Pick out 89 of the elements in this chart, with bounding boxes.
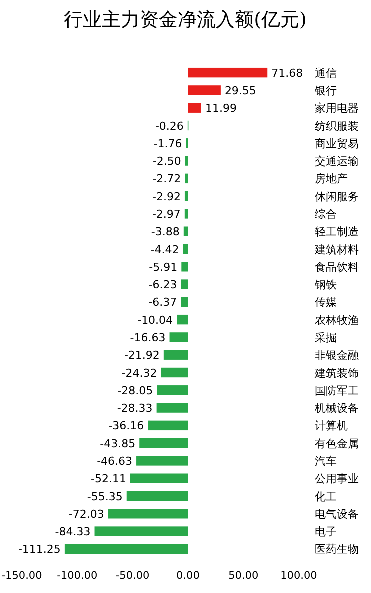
y-tick-label: 采掘: [315, 331, 337, 344]
bar: [188, 86, 221, 96]
x-tick-label: -50.00: [116, 570, 150, 582]
y-tick-label: 医药生物: [315, 543, 359, 556]
y-tick-label: 传媒: [315, 296, 337, 310]
data-label: -4.42: [150, 243, 180, 256]
bar: [140, 438, 188, 448]
bar: [126, 491, 188, 502]
y-tick-label: 电气设备: [315, 508, 359, 521]
bar: [156, 403, 188, 413]
bar: [184, 226, 188, 236]
y-tick-label: 电子: [315, 526, 337, 539]
data-label: -111.25: [18, 543, 61, 556]
y-tick-label: 商业贸易: [315, 137, 359, 150]
bar: [184, 191, 188, 202]
y-tick-label: 非银金融: [315, 349, 359, 362]
y-tick-label: 钢铁: [314, 278, 337, 292]
bar: [185, 174, 188, 184]
bar: [188, 68, 268, 78]
data-label: -0.26: [155, 120, 184, 133]
bar: [164, 350, 188, 360]
bar: [177, 314, 188, 325]
bar: [130, 474, 188, 484]
y-tick-label: 综合: [315, 208, 337, 221]
bar: [64, 544, 188, 554]
y-tick-label: 轻工制造: [315, 226, 359, 239]
bar: [108, 509, 188, 519]
data-label: -10.04: [138, 314, 174, 327]
data-label: -2.92: [152, 190, 181, 204]
x-tick-label: 50.00: [228, 570, 259, 582]
data-label: 71.68: [272, 66, 304, 80]
y-tick-label: 建筑材料: [314, 243, 359, 256]
data-label: -3.88: [151, 226, 180, 239]
data-label: 11.99: [205, 102, 237, 116]
data-label: -43.85: [100, 437, 136, 450]
x-tick-label: 0.00: [176, 570, 200, 582]
data-label: -16.63: [130, 331, 166, 344]
data-label: -28.33: [117, 402, 153, 416]
data-label: -5.91: [149, 260, 178, 274]
y-tick-label: 国防军工: [315, 384, 359, 398]
y-tick-label: 食品饮料: [315, 260, 359, 274]
y-tick-label: 机械设备: [315, 402, 359, 416]
y-tick-label: 纺织服装: [315, 120, 359, 133]
data-label: -84.33: [55, 526, 91, 539]
data-label: -72.03: [68, 508, 104, 521]
data-label: -36.16: [108, 420, 144, 433]
y-tick-label: 银行: [314, 84, 337, 98]
data-label: -6.37: [148, 296, 178, 310]
data-label: -1.76: [154, 137, 182, 150]
y-tick-label: 交通运输: [315, 155, 359, 168]
y-tick-label: 化工: [315, 490, 337, 504]
bar: [136, 456, 188, 466]
data-label: -2.72: [152, 172, 182, 186]
bar: [185, 156, 188, 166]
y-tick-label: 休闲服务: [315, 190, 359, 204]
y-tick-label: 建筑装饰: [314, 366, 359, 380]
bar: [182, 262, 188, 272]
y-tick-label: 计算机: [315, 420, 348, 433]
y-tick-label: 房地产: [315, 172, 348, 186]
bar: [161, 368, 188, 378]
data-label: -24.32: [122, 366, 158, 380]
data-label: -2.97: [152, 208, 181, 221]
x-tick-label: -150.00: [2, 570, 42, 582]
y-tick-label: 汽车: [315, 454, 337, 468]
y-tick-label: 家用电器: [315, 102, 359, 116]
data-label: -21.92: [124, 349, 160, 362]
data-label: -46.63: [97, 454, 133, 468]
data-label: -28.05: [118, 384, 154, 398]
y-tick-label: 通信: [315, 66, 337, 80]
data-label: -55.35: [87, 490, 123, 504]
bar: [170, 332, 188, 342]
data-label: 29.55: [224, 84, 256, 98]
chart-title: 行业主力资金净流入额(亿元): [64, 9, 307, 31]
x-tick-label: 100.00: [280, 570, 318, 582]
bar: [181, 280, 188, 290]
bar: [188, 103, 202, 113]
data-label: -52.11: [90, 472, 126, 486]
x-tick-label: -100.00: [57, 570, 98, 582]
data-label: -2.50: [152, 155, 182, 168]
bar: [181, 297, 188, 308]
data-label: -6.23: [148, 278, 178, 292]
bar: [148, 420, 188, 431]
y-tick-label: 农林牧渔: [315, 314, 359, 327]
y-tick-label: 公用事业: [315, 472, 359, 486]
bar: [184, 209, 188, 219]
bar: [94, 526, 188, 536]
bar: [157, 386, 188, 396]
y-tick-label: 有色金属: [315, 437, 359, 450]
bar: [183, 244, 188, 254]
